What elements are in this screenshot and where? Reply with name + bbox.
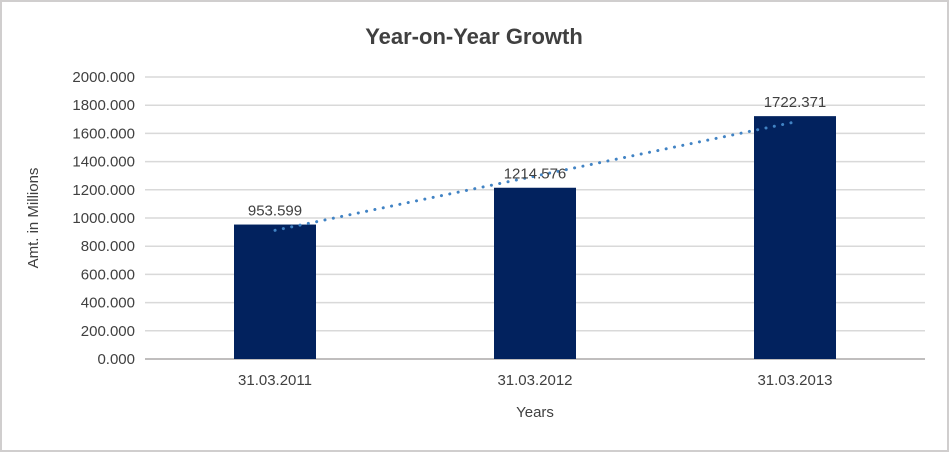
y-tick-label: 1800.000: [72, 97, 135, 114]
y-tick-label: 0.000: [97, 351, 135, 368]
y-tick-label: 600.000: [81, 266, 135, 283]
chart-title: Year-on-Year Growth: [365, 24, 583, 49]
y-tick-labels-group: 0.000 200.000 400.000 600.000 800.000 1000.00…: [72, 69, 135, 368]
x-tick-labels-group: 31.03.2011 31.03.2012 31.03.2013: [238, 372, 833, 389]
trendline: [273, 120, 797, 232]
y-tick-label: 1000.000: [72, 210, 135, 227]
x-tick-label: 31.03.2013: [757, 372, 832, 389]
y-tick-label: 400.000: [81, 295, 135, 312]
y-axis-title: Amt. in Millions: [25, 168, 42, 269]
y-tick-label: 1200.000: [72, 182, 135, 199]
data-labels-group: 953.599 1214.576 1722.371: [248, 94, 826, 219]
bar: [234, 224, 316, 359]
trendline-group: [273, 120, 797, 232]
bar: [494, 187, 576, 359]
y-tick-label: 1400.000: [72, 154, 135, 171]
x-axis-title: Years: [516, 404, 554, 421]
data-label: 1722.371: [764, 94, 827, 111]
bar: [754, 116, 836, 359]
data-label: 1214.576: [504, 166, 567, 183]
y-tick-label: 1600.000: [72, 125, 135, 142]
x-tick-label: 31.03.2012: [497, 372, 572, 389]
y-tick-label: 800.000: [81, 238, 135, 255]
bars-group: [234, 116, 836, 359]
data-label: 953.599: [248, 203, 302, 220]
y-tick-label: 2000.000: [72, 69, 135, 86]
x-tick-label: 31.03.2011: [238, 372, 312, 389]
y-tick-label: 200.000: [81, 323, 135, 340]
